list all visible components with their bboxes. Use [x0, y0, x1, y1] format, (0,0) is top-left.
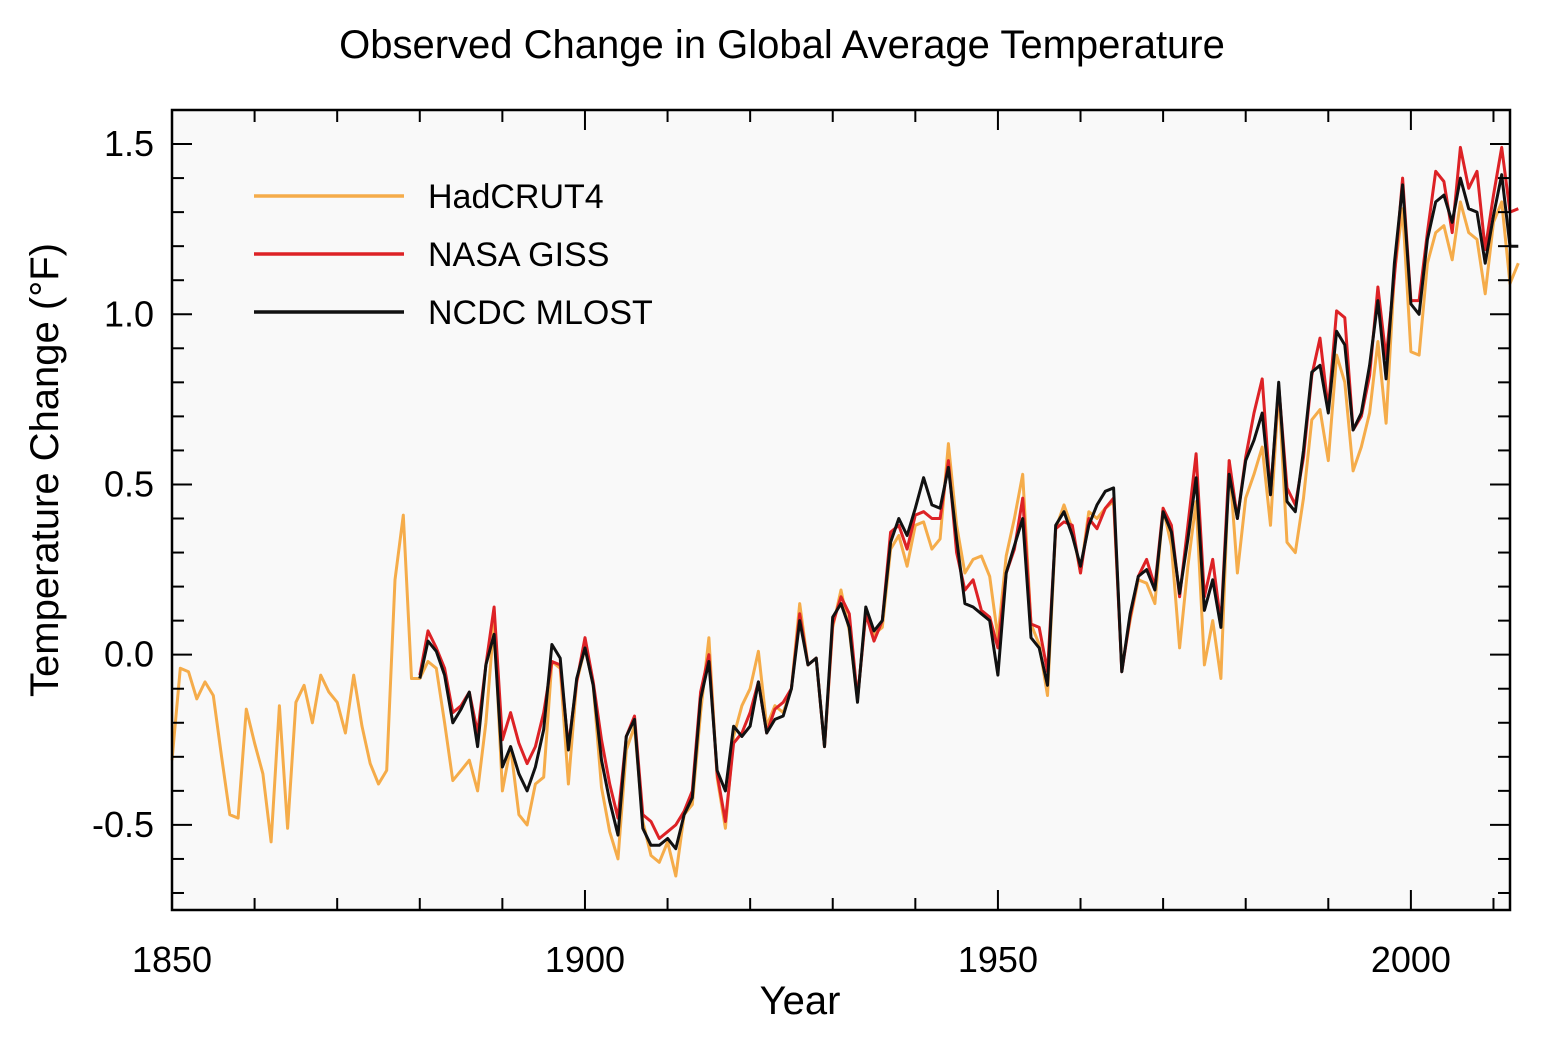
plot-area — [172, 110, 1510, 910]
x-axis-tick-labels: 1850 1900 1950 2000 — [132, 939, 1451, 980]
plot-frame — [170, 108, 1512, 912]
y-axis-tick-labels: -0.5 0.0 0.5 1.0 1.5 — [92, 123, 154, 845]
series-line-1 — [418, 145, 1519, 840]
legend-label: NCDC MLOST — [428, 294, 653, 332]
axis-ticks — [171, 110, 1510, 910]
x-tick-label: 1900 — [545, 939, 625, 980]
y-tick-label: -0.5 — [92, 804, 154, 845]
x-tick-label: 1950 — [958, 939, 1038, 980]
y-tick-label: 1.0 — [104, 293, 154, 334]
series-lines — [170, 145, 1520, 878]
legend-label: NASA GISS — [428, 236, 609, 274]
x-tick-label: 2000 — [1371, 939, 1451, 980]
y-tick-label: 1.5 — [104, 123, 154, 164]
x-tick-label: 1850 — [132, 939, 212, 980]
series-line-0 — [170, 200, 1520, 878]
legend-label: HadCRUT4 — [428, 178, 604, 216]
chart-title: Observed Change in Global Average Temper… — [339, 23, 1225, 67]
series-line-2 — [418, 173, 1519, 851]
y-axis-label: Temperature Change (°F) — [23, 243, 67, 697]
x-axis-label: Year — [760, 979, 841, 1023]
legend: HadCRUT4 NASA GISS NCDC MLOST — [254, 178, 653, 332]
y-tick-label: 0.0 — [104, 634, 154, 675]
y-tick-label: 0.5 — [104, 463, 154, 504]
